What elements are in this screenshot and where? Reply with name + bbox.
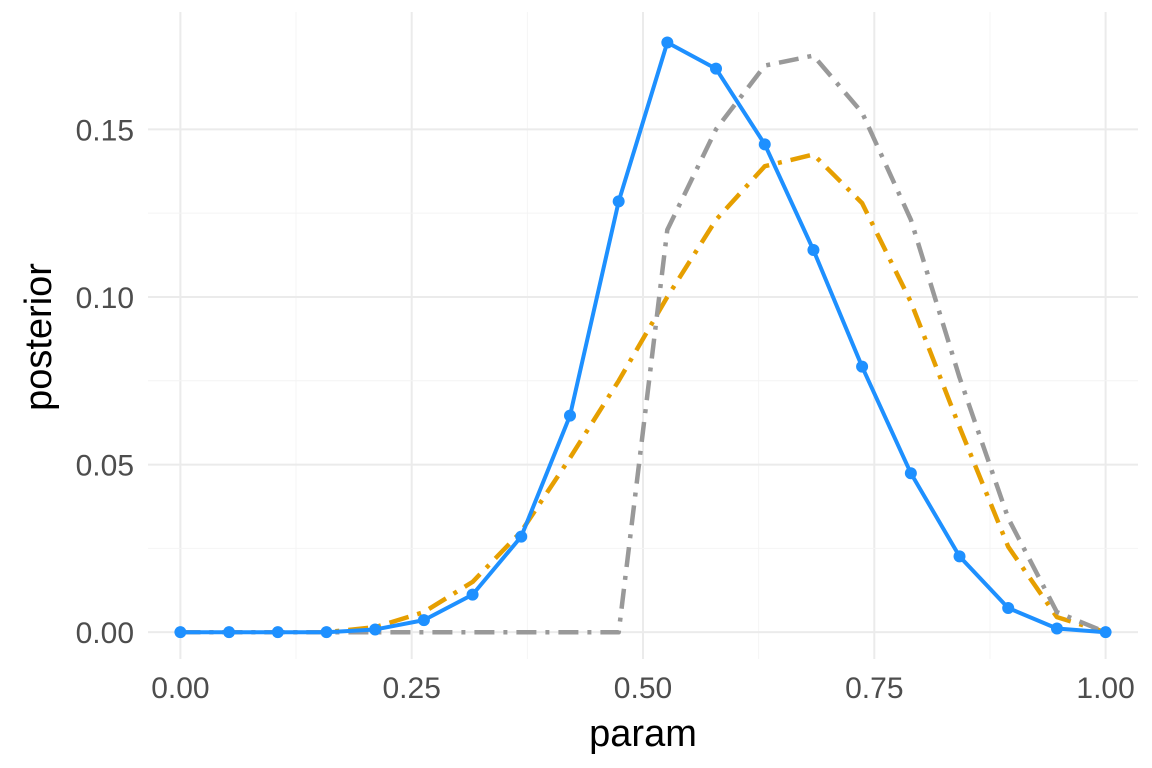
x-tick-label: 0.25 (382, 672, 440, 705)
series-point-1 (758, 138, 771, 151)
series-point-1 (271, 626, 284, 639)
series-point-1 (563, 409, 576, 422)
series-point-1 (807, 244, 820, 257)
series-point-1 (466, 588, 479, 601)
series-point-1 (710, 62, 723, 75)
x-tick-label: 1.00 (1076, 672, 1134, 705)
series-point-1 (856, 360, 869, 373)
series-point-1 (612, 195, 625, 208)
series-line-3 (180, 53, 1107, 635)
x-tick-label: 0.00 (151, 672, 209, 705)
series-point-1 (174, 626, 187, 639)
series-point-1 (953, 550, 966, 563)
tick-labels: 0.00 0.25 0.50 0.75 1.00 0.00 0.05 0.10 0.15 (76, 114, 1135, 705)
series-layer (174, 36, 1112, 639)
x-tick-label: 0.50 (614, 672, 672, 705)
series-point-1 (515, 530, 528, 543)
series-point-1 (1050, 622, 1063, 635)
series-point-1 (1002, 602, 1015, 615)
x-axis-title: param (589, 713, 697, 755)
y-tick-label: 0.15 (76, 114, 134, 147)
series-point-1 (417, 614, 430, 627)
series-point-1 (904, 467, 917, 480)
x-tick-label: 0.75 (845, 672, 903, 705)
series-point-1 (223, 626, 236, 639)
y-axis-title: posterior (18, 263, 60, 411)
series-point-1 (661, 36, 674, 49)
series-point-1 (320, 626, 333, 639)
y-tick-label: 0.05 (76, 450, 134, 483)
series-line-2 (180, 152, 1107, 635)
series-line-1 (180, 40, 1106, 635)
series-point-1 (1099, 626, 1112, 639)
y-tick-label: 0.10 (76, 282, 134, 315)
y-tick-label: 0.00 (76, 617, 134, 650)
series-point-1 (369, 623, 382, 636)
